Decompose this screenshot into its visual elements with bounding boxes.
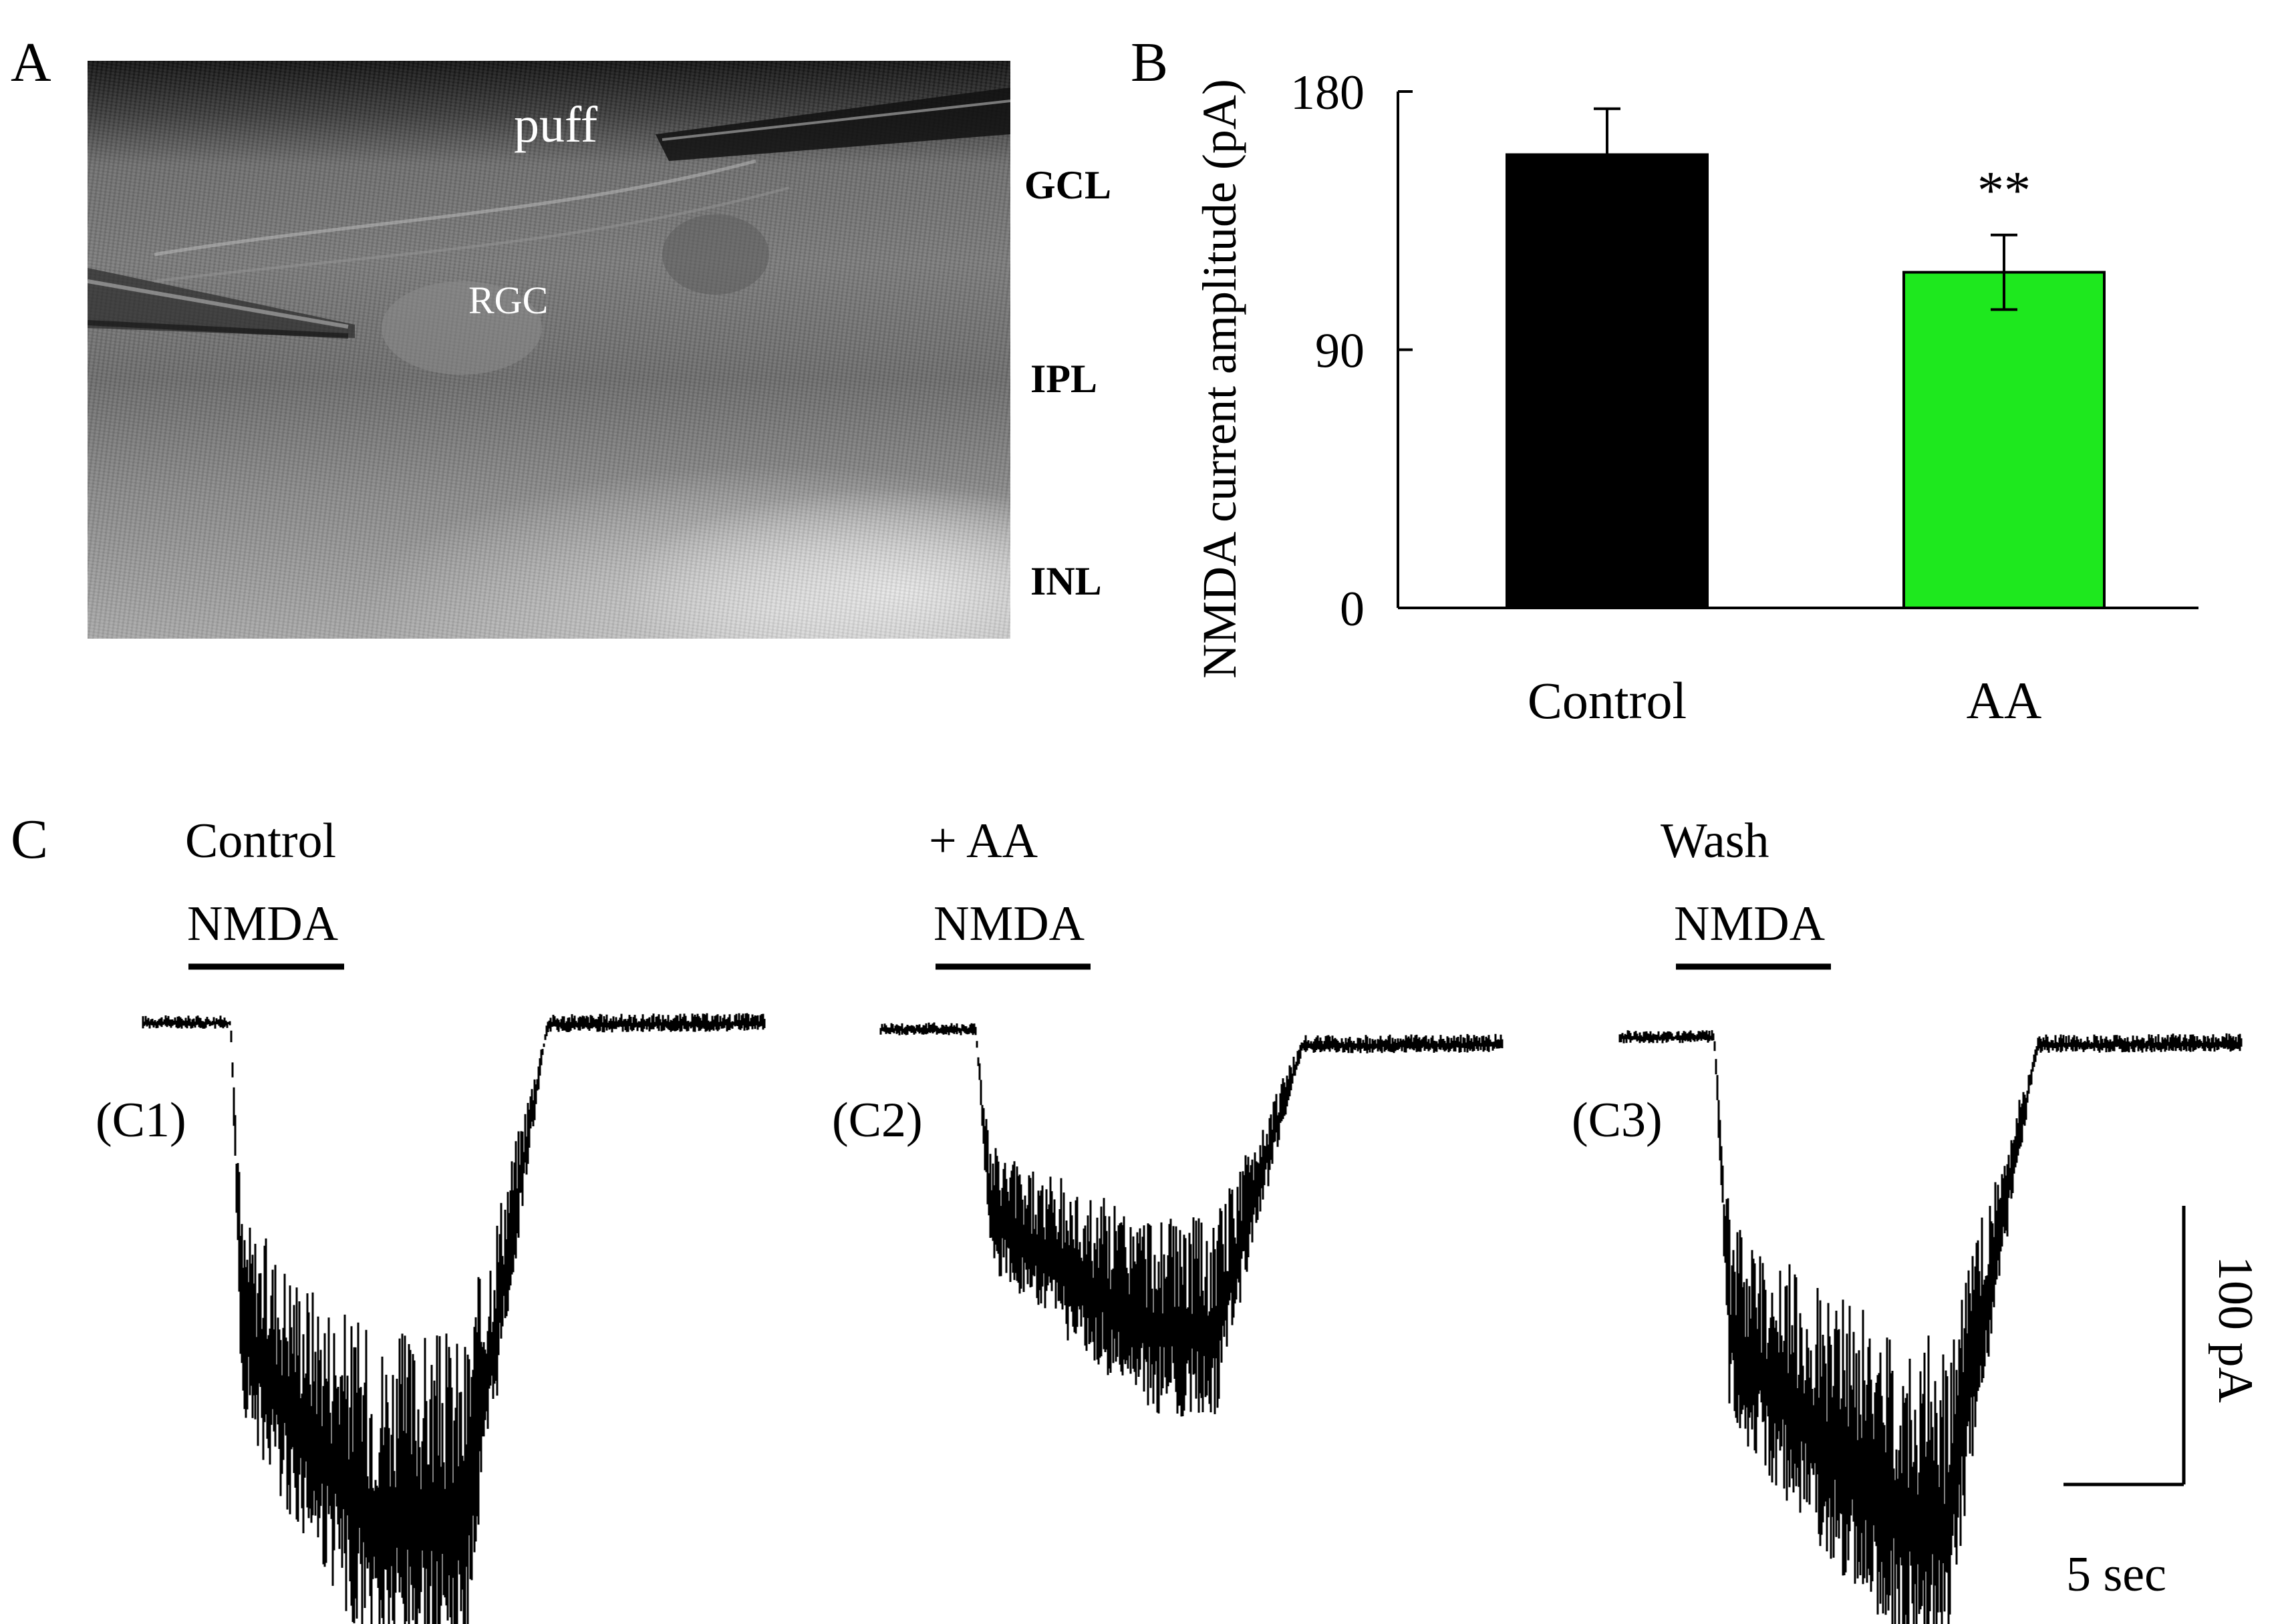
rgc-label: RGC	[468, 279, 549, 322]
current-trace-c3	[1618, 1030, 2243, 1624]
c3-label: (C3)	[1572, 1093, 1663, 1148]
c2-label: (C2)	[832, 1093, 923, 1148]
c1-label: (C1)	[96, 1093, 186, 1148]
c1-condition: Control	[185, 814, 337, 868]
puff-label: puff	[514, 97, 598, 153]
bar-control	[1506, 153, 1709, 609]
gcl-label: GCL	[1024, 163, 1112, 207]
y-tick-label-2: 180	[1290, 65, 1365, 120]
bar-aa	[1902, 271, 2106, 609]
panel-c-letter: C	[11, 808, 49, 870]
c3-condition: Wash	[1661, 814, 1769, 868]
y-tick-label-0: 0	[1340, 582, 1365, 637]
panel-b-letter: B	[1131, 31, 1169, 94]
c1-stimulus: NMDA	[187, 897, 339, 951]
c3-stimulus: NMDA	[1674, 897, 1826, 951]
c2-condition: + AA	[929, 814, 1038, 868]
category-label-aa: AA	[1967, 671, 2042, 729]
category-label-control: Control	[1528, 671, 1687, 729]
inl-label: INL	[1030, 559, 1102, 603]
scale-bar-y-label: 100 pA	[2208, 1256, 2263, 1403]
current-trace-c1	[142, 1013, 766, 1624]
bar-chart: 0 90 180 Control AA **	[1290, 65, 2198, 729]
ipl-label: IPL	[1030, 357, 1098, 401]
micrograph-image: puff RGC	[88, 61, 1010, 639]
significance-marker-0: **	[1977, 162, 2031, 220]
current-trace-c2	[879, 1022, 1504, 1417]
c2-stimulus: NMDA	[934, 897, 1085, 951]
panel-a-letter: A	[11, 31, 51, 94]
micrograph-features	[88, 88, 1010, 375]
scale-bar-x-label: 5 sec	[2066, 1547, 2166, 1602]
y-tick-label-1: 90	[1315, 324, 1365, 379]
